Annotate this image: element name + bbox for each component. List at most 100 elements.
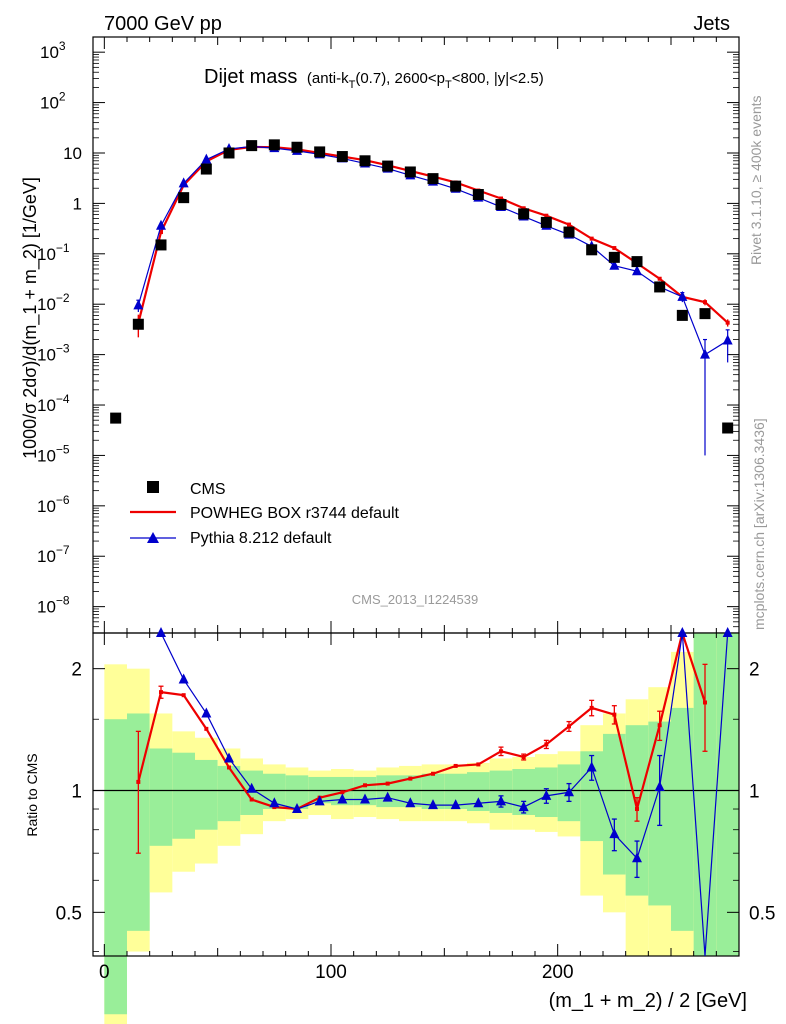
- cms-point: [200, 163, 212, 175]
- series-cms: [110, 139, 734, 434]
- powheg-point: [657, 276, 662, 281]
- ratio-band-inner-13: [399, 775, 422, 808]
- plot-title-part-1: (anti-k: [307, 70, 349, 87]
- cms-point: [336, 151, 348, 163]
- legend-label-powheg: POWHEG BOX r3744 default: [190, 505, 400, 522]
- cms-point: [132, 318, 144, 330]
- pythia-ratio-point: [609, 828, 620, 839]
- cms-point: [110, 412, 122, 424]
- x-tick-label-100: 100: [315, 962, 347, 983]
- ratio-y-tick-label-0: 0.5: [56, 903, 82, 924]
- pythia-ratio-point: [722, 627, 733, 637]
- pythia-ratio-point: [586, 761, 597, 772]
- powheg-ratio-point: [408, 776, 413, 781]
- powheg-ratio-point: [703, 700, 707, 705]
- ratio-band-inner-15: [444, 773, 467, 810]
- mcplots-label: mcplots.cern.ch [arXiv:1306.3436]: [751, 418, 767, 630]
- pythia-ratio-point: [632, 852, 642, 863]
- ratio-band-inner-8: [285, 775, 309, 810]
- plot-title-main: Dijet mass: [204, 66, 297, 88]
- pythia-ratio-point: [201, 707, 212, 718]
- header-left: 7000 GeV pp: [104, 13, 222, 35]
- pythia-point: [156, 219, 166, 230]
- ratio-series-pythia: [156, 627, 733, 957]
- pythia-point: [722, 334, 733, 345]
- powheg-ratio-point: [181, 693, 186, 698]
- cms-point: [155, 239, 167, 251]
- cms-point: [722, 422, 734, 434]
- powheg-ratio-point: [657, 723, 662, 728]
- pythia-ratio-point: [360, 793, 370, 804]
- cms-point: [450, 180, 462, 192]
- ratio-y-tick-label-right-2: 2: [749, 660, 760, 681]
- main-y-tick-label-10: 10−7: [37, 543, 70, 566]
- pythia-ratio-point: [156, 627, 166, 637]
- ratio-band-inner-4: [195, 759, 218, 830]
- cms-point: [223, 147, 235, 159]
- powheg-point: [567, 222, 571, 227]
- series-pythia: [133, 140, 733, 456]
- ratio-y-tick-label-1: 1: [71, 781, 82, 802]
- powheg-ratio-point: [340, 790, 345, 795]
- pythia-ratio-point: [496, 795, 506, 806]
- cms-point: [676, 309, 688, 321]
- powheg-point: [521, 206, 526, 211]
- main-y-tick-label-8: 10−5: [37, 442, 70, 465]
- powheg-ratio-point: [204, 726, 209, 731]
- ratio-y-tick-label-right-1: 1: [749, 781, 760, 802]
- ratio-band-inner-27: [716, 633, 739, 956]
- cms-point: [246, 140, 258, 152]
- powheg-ratio-point: [567, 724, 571, 729]
- cms-point: [495, 199, 507, 211]
- cms-point: [382, 160, 394, 172]
- powheg-ratio-point: [249, 797, 254, 802]
- cms-point: [268, 139, 280, 151]
- x-axis-label: (m_1 + m_2) / 2 [GeV]: [549, 990, 747, 1012]
- main-y-tick-label-9: 10−6: [37, 493, 70, 516]
- legend-label-pythia: Pythia 8.212 default: [190, 530, 332, 547]
- cms-point: [314, 146, 326, 158]
- pythia-point: [700, 348, 710, 359]
- main-y-tick-label-0: 103: [40, 39, 66, 62]
- analysis-id: CMS_2013_I1224539: [352, 592, 479, 607]
- cms-point: [359, 155, 371, 167]
- cms-point: [699, 308, 711, 320]
- powheg-ratio-point: [635, 807, 639, 812]
- pythia-ratio-point: [450, 799, 461, 810]
- ratio-y-tick-label-2: 2: [71, 660, 82, 681]
- cms-point: [563, 226, 575, 238]
- ratio-band-inner-5: [217, 765, 241, 822]
- powheg-ratio-point: [136, 779, 141, 784]
- ratio-band-inner-2: [149, 748, 173, 846]
- legend-marker-cms: [147, 481, 159, 493]
- plot-title-part-3: <800, |y|<2.5): [452, 70, 544, 87]
- cms-point: [291, 141, 303, 153]
- powheg-ratio-point: [499, 749, 503, 754]
- main-y-tick-label-7: 10−4: [37, 392, 70, 415]
- cms-point: [631, 256, 643, 268]
- cms-point: [427, 173, 439, 185]
- cms-point: [178, 192, 190, 204]
- pythia-point: [677, 290, 688, 301]
- plot-title-sub-1: T: [349, 79, 356, 91]
- powheg-ratio-point: [544, 742, 549, 747]
- plot-title-part-2: (0.7), 2600<p: [355, 70, 445, 87]
- cms-point: [472, 189, 484, 201]
- powheg-ratio-point: [453, 763, 458, 768]
- powheg-point: [589, 236, 594, 241]
- ratio-y-tick-label-right-0: 0.5: [749, 903, 775, 924]
- header-right: Jets: [693, 13, 730, 35]
- x-tick-label-0: 0: [99, 962, 110, 983]
- legend: CMS POWHEG BOX r3744 default Pythia 8.21…: [130, 481, 400, 547]
- powheg-ratio-point: [159, 690, 163, 695]
- powheg-ratio-point: [431, 771, 435, 776]
- powheg-ratio-point: [363, 783, 367, 788]
- main-y-tick-label-6: 10−3: [37, 342, 70, 365]
- powheg-point: [544, 213, 549, 218]
- plot-title: Dijet mass (anti-kT(0.7), 2600<pT<800, |…: [204, 66, 544, 91]
- ratio-y-axis-label: Ratio to CMS: [24, 753, 40, 836]
- ratio-band-inner-18: [512, 769, 535, 815]
- main-y-tick-label-4: 10−1: [37, 241, 70, 264]
- pythia-ratio-point: [405, 797, 416, 808]
